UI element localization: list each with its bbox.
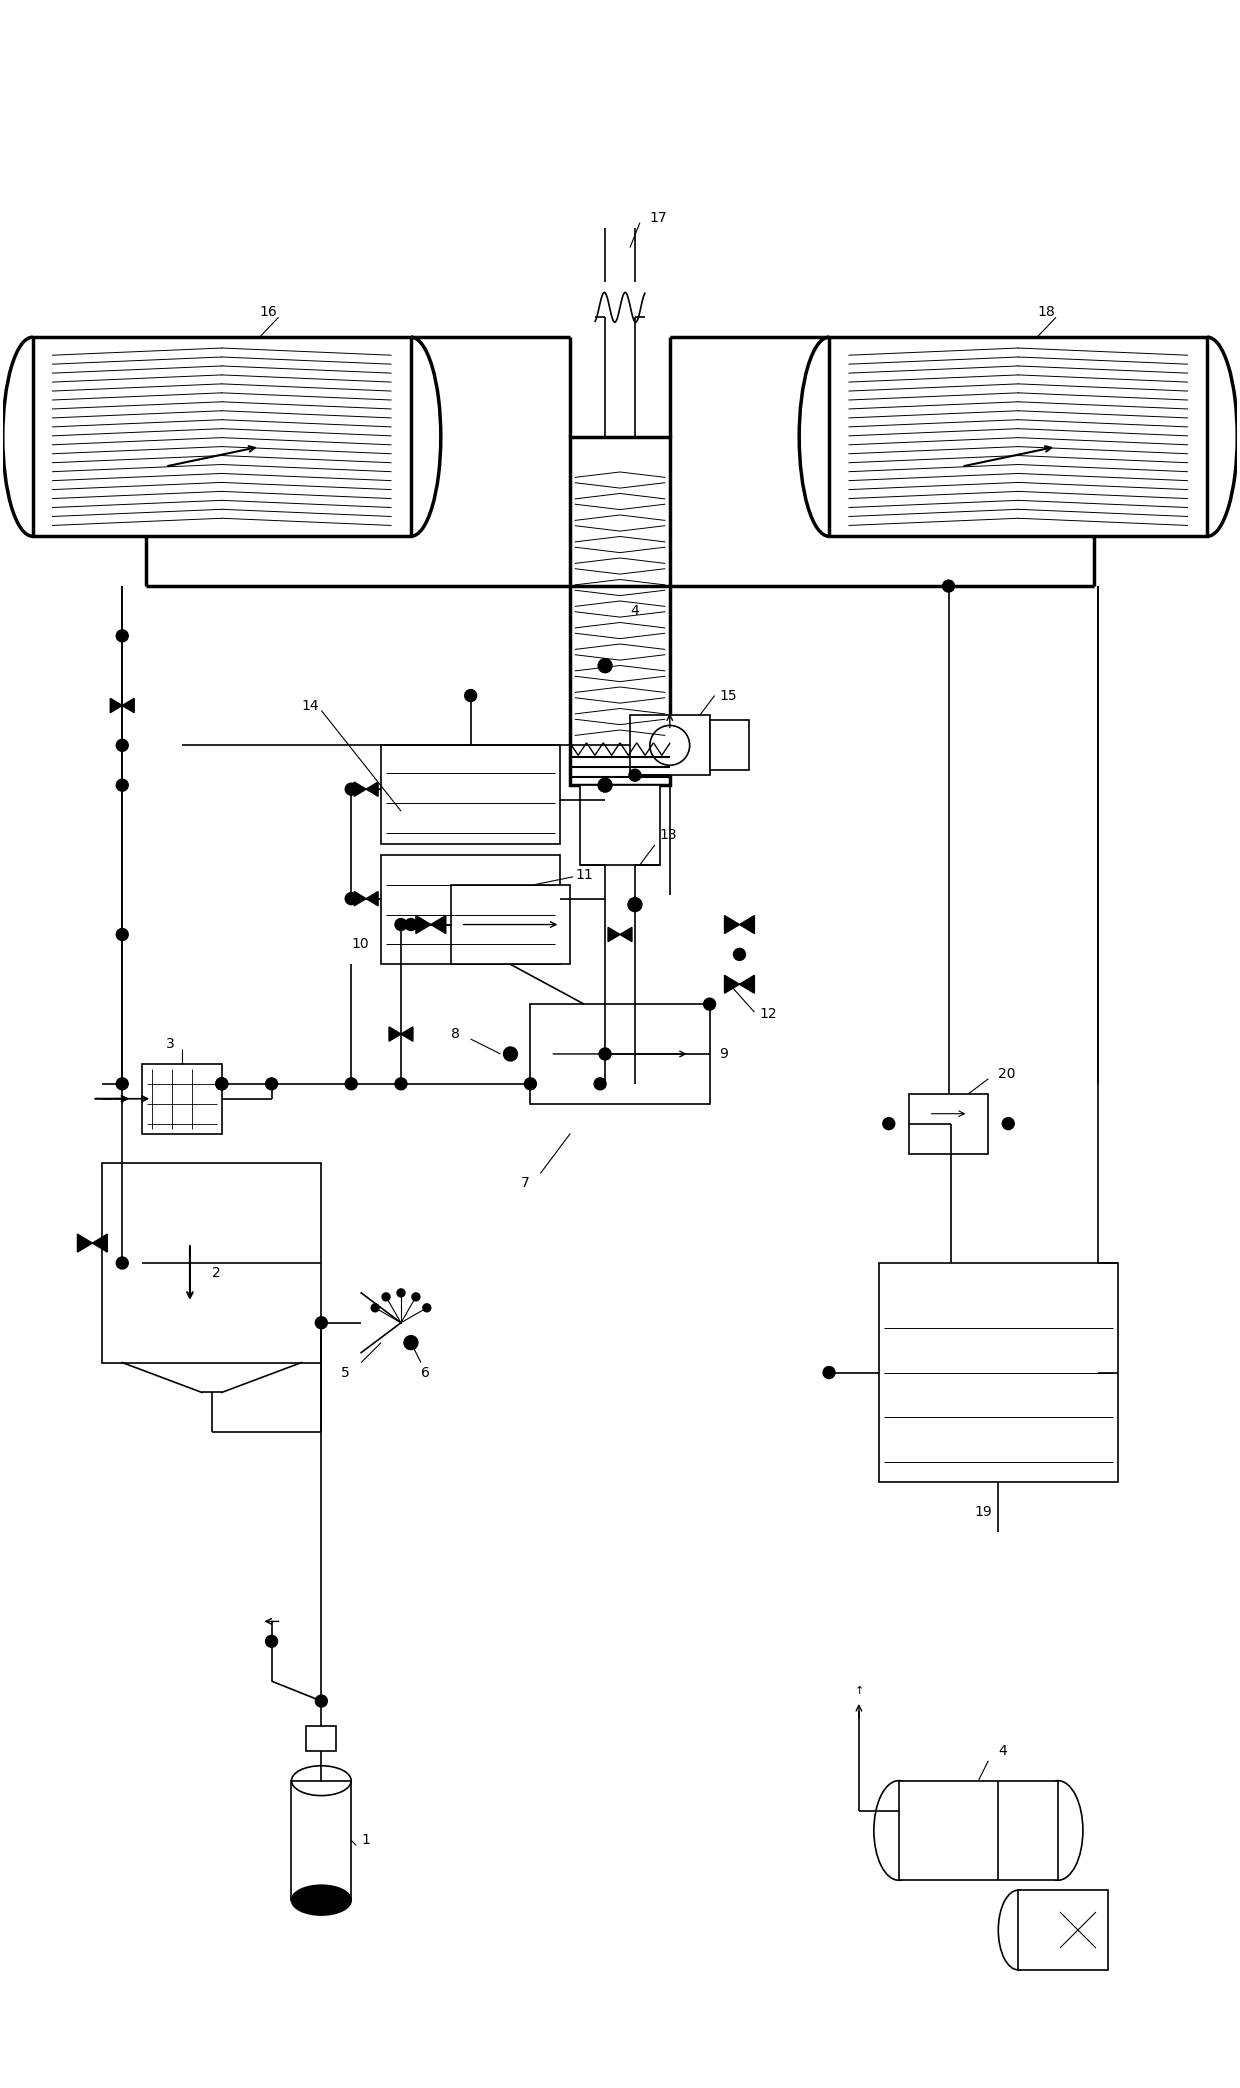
Circle shape [703,998,715,1011]
Polygon shape [401,1027,413,1042]
Text: ↑: ↑ [854,1687,863,1695]
Bar [451,885,570,965]
Circle shape [734,948,745,960]
Text: 4: 4 [998,1743,1007,1758]
Circle shape [382,1292,391,1301]
Circle shape [412,1292,420,1301]
Circle shape [598,779,613,791]
Circle shape [117,929,128,940]
Text: 11: 11 [575,869,593,881]
Circle shape [216,1077,228,1090]
Circle shape [345,894,357,904]
Bar [381,745,560,844]
Circle shape [396,1077,407,1090]
Text: 15: 15 [719,689,737,702]
Text: 4: 4 [630,603,639,618]
Polygon shape [620,927,632,942]
Ellipse shape [291,1885,351,1915]
Circle shape [117,739,128,752]
Circle shape [371,1303,379,1311]
Circle shape [525,1077,537,1090]
Polygon shape [366,892,378,906]
Bar [103,1163,321,1363]
Bar [291,1781,351,1900]
Bar [570,436,670,785]
Circle shape [405,919,417,931]
Circle shape [598,658,613,672]
Text: 10: 10 [351,938,368,952]
Text: 20: 20 [998,1067,1016,1082]
Bar [899,1781,1058,1879]
Circle shape [117,1257,128,1270]
Bar [381,854,560,965]
Text: 6: 6 [420,1366,430,1380]
Text: 18: 18 [1037,305,1055,319]
Circle shape [883,1117,895,1130]
Text: 12: 12 [759,1006,777,1021]
Polygon shape [355,783,366,796]
Circle shape [265,1077,278,1090]
Bar [909,1094,988,1153]
Circle shape [942,580,955,593]
Circle shape [315,1318,327,1328]
Bar [32,336,410,537]
Polygon shape [366,783,378,796]
Polygon shape [739,975,754,994]
Bar [531,1004,709,1105]
Polygon shape [77,1234,92,1253]
Circle shape [503,1046,517,1061]
Circle shape [823,1366,835,1378]
Text: 2: 2 [212,1265,221,1280]
Polygon shape [739,915,754,933]
Polygon shape [355,892,366,906]
Circle shape [345,1077,357,1090]
Circle shape [345,783,357,796]
Text: 7: 7 [521,1176,529,1190]
Circle shape [397,1288,405,1297]
Polygon shape [415,915,430,933]
Polygon shape [389,1027,401,1042]
Text: 17: 17 [650,211,667,226]
Polygon shape [123,697,134,712]
Polygon shape [430,915,446,933]
Polygon shape [724,915,739,933]
Circle shape [216,1077,228,1090]
Circle shape [117,631,128,641]
Polygon shape [92,1234,108,1253]
Polygon shape [608,927,620,942]
Bar [580,785,660,864]
Text: 8: 8 [451,1027,460,1042]
Circle shape [117,779,128,791]
Text: 9: 9 [719,1046,728,1061]
Text: 13: 13 [660,829,677,841]
Text: 19: 19 [975,1505,992,1518]
Bar [709,720,749,770]
Circle shape [599,1048,611,1061]
Text: 1: 1 [361,1833,370,1848]
Bar [879,1263,1117,1482]
Bar [830,336,1208,537]
Polygon shape [110,697,123,712]
Circle shape [117,1077,128,1090]
Circle shape [265,1635,278,1647]
Text: 3: 3 [166,1038,175,1050]
Circle shape [423,1303,430,1311]
Circle shape [404,1336,418,1349]
Circle shape [629,768,641,781]
Bar [1018,1890,1107,1969]
Circle shape [465,689,476,702]
Circle shape [315,1695,327,1708]
Polygon shape [724,975,739,994]
Circle shape [396,919,407,931]
Text: 16: 16 [259,305,278,319]
Bar [143,1065,222,1134]
Circle shape [594,1077,606,1090]
Bar [630,716,709,775]
Text: 5: 5 [341,1366,350,1380]
Text: 14: 14 [301,699,319,712]
Bar [306,1727,336,1752]
Circle shape [1002,1117,1014,1130]
Circle shape [627,898,642,912]
